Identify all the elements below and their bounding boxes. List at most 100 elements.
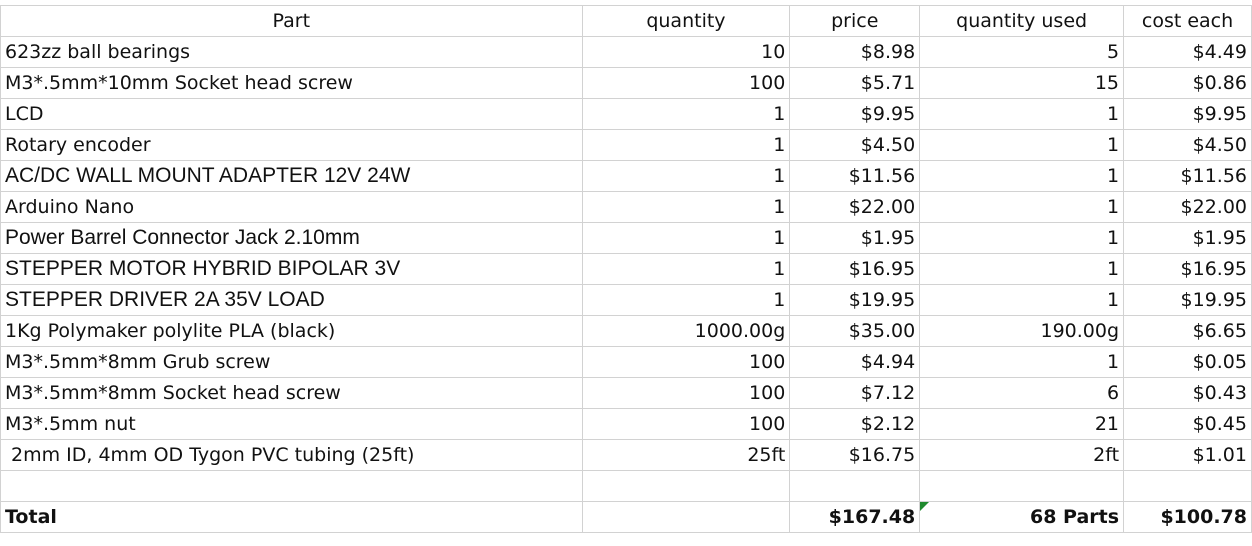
quantity-cell[interactable]: 1: [581, 98, 791, 130]
table-row: M3*.5mm*8mm Socket head screw 100 $7.12 6 $0…: [0, 377, 1252, 409]
comment-indicator-icon[interactable]: [920, 502, 930, 511]
empty-row: [0, 470, 1252, 502]
cost-each-cell[interactable]: $16.95: [1123, 253, 1252, 285]
header-quantity-used[interactable]: quantity used: [919, 5, 1125, 37]
quantity-used-cell[interactable]: 190.00g: [919, 315, 1125, 347]
table-row: Power Barrel Connector Jack 2.10mm 1 $1.95…: [0, 222, 1252, 254]
part-cell[interactable]: 1Kg Polymaker polylite PLA (black): [0, 315, 583, 347]
cost-each-cell[interactable]: $19.95: [1123, 284, 1252, 316]
quantity-used-cell[interactable]: 5: [919, 36, 1125, 68]
cost-each-cell[interactable]: $1.95: [1123, 222, 1252, 254]
cost-each-cell[interactable]: $0.05: [1123, 346, 1252, 378]
part-cell[interactable]: Arduino Nano: [0, 191, 583, 223]
cost-each-cell[interactable]: $22.00: [1123, 191, 1252, 223]
header-price[interactable]: price: [789, 5, 921, 37]
quantity-cell[interactable]: 100: [581, 346, 791, 378]
header-quantity[interactable]: quantity: [581, 5, 791, 37]
quantity-used-cell[interactable]: 1: [919, 160, 1125, 192]
price-cell[interactable]: $16.95: [789, 253, 921, 285]
parts-cost-table: Part quantity price quantity used cost e…: [0, 5, 1252, 533]
cost-each-cell[interactable]: $9.95: [1123, 98, 1252, 130]
total-row: Total $167.48 68 Parts $100.78: [0, 501, 1252, 533]
price-cell[interactable]: $19.95: [789, 284, 921, 316]
table-row: LCD 1 $9.95 1 $9.95: [0, 98, 1252, 130]
quantity-cell[interactable]: 1: [581, 129, 791, 161]
part-cell[interactable]: AC/DC WALL MOUNT ADAPTER 12V 24W: [0, 160, 583, 192]
total-label[interactable]: Total: [0, 501, 583, 533]
price-cell[interactable]: $4.50: [789, 129, 921, 161]
price-cell[interactable]: $16.75: [789, 439, 921, 471]
price-cell[interactable]: $2.12: [789, 408, 921, 440]
quantity-cell[interactable]: 100: [581, 377, 791, 409]
table-row: STEPPER DRIVER 2A 35V LOAD 1 $19.95 1 $19.95: [0, 284, 1252, 316]
cost-each-cell[interactable]: $0.86: [1123, 67, 1252, 99]
quantity-cell[interactable]: 10: [581, 36, 791, 68]
quantity-used-cell[interactable]: 1: [919, 253, 1125, 285]
empty-cell[interactable]: [0, 470, 583, 502]
quantity-used-cell[interactable]: 1: [919, 346, 1125, 378]
cost-each-cell[interactable]: $0.45: [1123, 408, 1252, 440]
cost-each-cell[interactable]: $6.65: [1123, 315, 1252, 347]
quantity-used-cell[interactable]: 1: [919, 98, 1125, 130]
part-cell[interactable]: M3*.5mm*10mm Socket head screw: [0, 67, 583, 99]
price-cell[interactable]: $1.95: [789, 222, 921, 254]
part-cell[interactable]: STEPPER MOTOR HYBRID BIPOLAR 3V: [0, 253, 583, 285]
total-price[interactable]: $167.48: [789, 501, 921, 533]
quantity-cell[interactable]: 100: [581, 408, 791, 440]
quantity-used-cell[interactable]: 1: [919, 129, 1125, 161]
price-cell[interactable]: $7.12: [789, 377, 921, 409]
quantity-cell[interactable]: 1: [581, 222, 791, 254]
quantity-used-cell[interactable]: 1: [919, 191, 1125, 223]
cost-each-cell[interactable]: $11.56: [1123, 160, 1252, 192]
cost-each-cell[interactable]: $4.49: [1123, 36, 1252, 68]
quantity-used-cell[interactable]: 1: [919, 284, 1125, 316]
part-cell[interactable]: M3*.5mm nut: [0, 408, 583, 440]
quantity-used-cell[interactable]: 2ft: [919, 439, 1125, 471]
price-cell[interactable]: $22.00: [789, 191, 921, 223]
price-cell[interactable]: $4.94: [789, 346, 921, 378]
price-cell[interactable]: $11.56: [789, 160, 921, 192]
part-cell[interactable]: M3*.5mm*8mm Grub screw: [0, 346, 583, 378]
table-row: 623zz ball bearings 10 $8.98 5 $4.49: [0, 36, 1252, 68]
quantity-cell[interactable]: 1: [581, 253, 791, 285]
part-cell[interactable]: M3*.5mm*8mm Socket head screw: [0, 377, 583, 409]
part-cell[interactable]: 2mm ID, 4mm OD Tygon PVC tubing (25ft): [0, 439, 583, 471]
cost-each-cell[interactable]: $4.50: [1123, 129, 1252, 161]
price-cell[interactable]: $5.71: [789, 67, 921, 99]
quantity-cell[interactable]: 25ft: [581, 439, 791, 471]
cost-each-cell[interactable]: $0.43: [1123, 377, 1252, 409]
table-row: 1Kg Polymaker polylite PLA (black) 1000.0…: [0, 315, 1252, 347]
total-cost-each[interactable]: $100.78: [1123, 501, 1252, 533]
cost-each-cell[interactable]: $1.01: [1123, 439, 1252, 471]
part-cell[interactable]: Power Barrel Connector Jack 2.10mm: [0, 222, 583, 254]
total-quantity-cell[interactable]: [581, 501, 791, 533]
empty-cell[interactable]: [1123, 470, 1252, 502]
table-row: M3*.5mm nut 100 $2.12 21 $0.45: [0, 408, 1252, 440]
price-cell[interactable]: $9.95: [789, 98, 921, 130]
empty-cell[interactable]: [581, 470, 791, 502]
quantity-cell[interactable]: 100: [581, 67, 791, 99]
part-cell[interactable]: STEPPER DRIVER 2A 35V LOAD: [0, 284, 583, 316]
price-cell[interactable]: $8.98: [789, 36, 921, 68]
quantity-used-cell[interactable]: 1: [919, 222, 1125, 254]
quantity-used-cell[interactable]: 15: [919, 67, 1125, 99]
price-cell[interactable]: $35.00: [789, 315, 921, 347]
empty-cell[interactable]: [789, 470, 921, 502]
part-cell[interactable]: 623zz ball bearings: [0, 36, 583, 68]
total-quantity-used[interactable]: 68 Parts: [919, 501, 1125, 533]
empty-cell[interactable]: [919, 470, 1125, 502]
table-row: Arduino Nano 1 $22.00 1 $22.00: [0, 191, 1252, 223]
table-row: AC/DC WALL MOUNT ADAPTER 12V 24W 1 $11.56 1…: [0, 160, 1252, 192]
quantity-cell[interactable]: 1: [581, 160, 791, 192]
header-part[interactable]: Part: [0, 5, 583, 37]
part-cell[interactable]: LCD: [0, 98, 583, 130]
quantity-cell[interactable]: 1000.00g: [581, 315, 791, 347]
quantity-used-cell[interactable]: 21: [919, 408, 1125, 440]
header-row: Part quantity price quantity used cost e…: [0, 5, 1252, 37]
header-cost-each[interactable]: cost each: [1123, 5, 1252, 37]
part-cell[interactable]: Rotary encoder: [0, 129, 583, 161]
quantity-cell[interactable]: 1: [581, 191, 791, 223]
table-row: M3*.5mm*10mm Socket head screw 100 $5.71 15…: [0, 67, 1252, 99]
quantity-cell[interactable]: 1: [581, 284, 791, 316]
quantity-used-cell[interactable]: 6: [919, 377, 1125, 409]
